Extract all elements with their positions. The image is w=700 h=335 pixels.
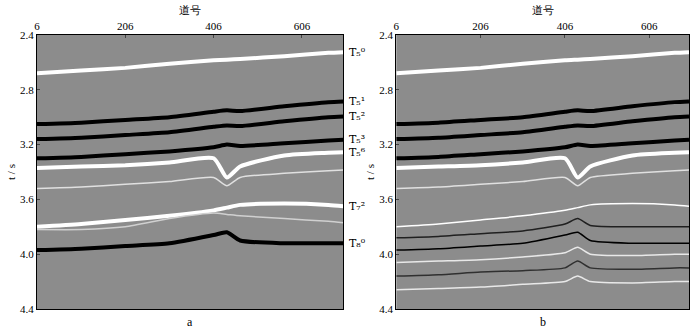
svg-text:2.4: 2.4 xyxy=(20,29,34,41)
svg-text:4.0: 4.0 xyxy=(20,248,34,260)
svg-text:T₅¹: T₅¹ xyxy=(349,95,365,108)
svg-text:606: 606 xyxy=(641,20,658,32)
svg-text:406: 406 xyxy=(205,20,222,32)
svg-text:T₈⁰: T₈⁰ xyxy=(349,237,366,250)
svg-text:t / s: t / s xyxy=(364,164,376,180)
svg-text:4.4: 4.4 xyxy=(379,303,393,315)
svg-text:206: 206 xyxy=(117,20,134,32)
svg-text:406: 406 xyxy=(557,20,574,32)
svg-text:T₇²: T₇² xyxy=(349,200,365,213)
svg-text:道号: 道号 xyxy=(532,4,554,16)
svg-text:3.2: 3.2 xyxy=(379,138,393,150)
svg-text:6: 6 xyxy=(394,20,400,32)
svg-text:2.4: 2.4 xyxy=(379,29,393,41)
svg-text:2.8: 2.8 xyxy=(379,84,393,96)
svg-text:2.8: 2.8 xyxy=(20,84,34,96)
svg-text:T₅⁶: T₅⁶ xyxy=(349,146,366,159)
svg-text:3.6: 3.6 xyxy=(20,193,34,205)
svg-text:道号: 道号 xyxy=(179,4,201,16)
svg-text:606: 606 xyxy=(294,20,311,32)
svg-text:b: b xyxy=(540,315,546,329)
svg-text:t / s: t / s xyxy=(5,164,17,180)
svg-text:a: a xyxy=(187,315,193,329)
svg-text:4.4: 4.4 xyxy=(20,303,34,315)
svg-text:6: 6 xyxy=(34,20,40,32)
svg-text:3.6: 3.6 xyxy=(379,193,393,205)
svg-text:T₅²: T₅² xyxy=(349,110,365,123)
svg-text:T₅³: T₅³ xyxy=(349,133,365,146)
svg-text:206: 206 xyxy=(472,20,489,32)
svg-text:3.2: 3.2 xyxy=(20,138,34,150)
svg-text:T₅⁰: T₅⁰ xyxy=(349,46,366,59)
svg-text:4.0: 4.0 xyxy=(379,248,393,260)
